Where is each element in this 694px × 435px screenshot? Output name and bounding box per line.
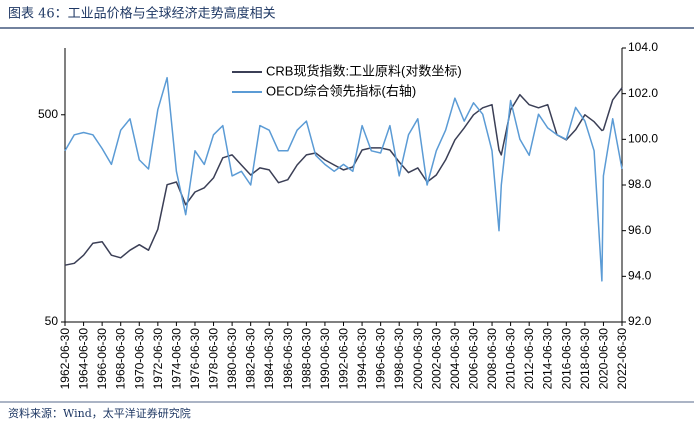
y2-tick-label: 100.0 [628, 132, 658, 146]
source: 资料来源：Wind，太平洋证券研究院 [8, 406, 191, 420]
chart-title: 图表 46：工业品价格与全球经济走势高度相关 [8, 6, 276, 22]
x-tick-label: 1976-06-30 [188, 328, 202, 390]
y2-tick-label: 92.0 [628, 314, 652, 328]
x-tick-label: 2006-06-30 [466, 328, 480, 390]
x-tick-label: 2008-06-30 [485, 328, 499, 390]
x-tick-label: 1990-06-30 [318, 328, 332, 390]
x-tick-label: 2018-06-30 [578, 328, 592, 390]
x-tick-label: 1968-06-30 [114, 328, 128, 390]
series-line [64, 87, 623, 266]
x-tick-label: 1994-06-30 [355, 328, 369, 390]
y2-tick-label: 102.0 [628, 86, 658, 100]
y2-tick-label: 98.0 [628, 177, 652, 191]
x-tick-label: 2020-06-30 [596, 328, 610, 390]
x-tick-label: 1992-06-30 [337, 328, 351, 390]
legend-label: CRB现货指数:工业原料(对数坐标) [266, 63, 462, 78]
x-tick-label: 1966-06-30 [95, 328, 109, 390]
x-tick-label: 2016-06-30 [559, 328, 573, 390]
x-tick-label: 1986-06-30 [281, 328, 295, 390]
y2-tick-label: 96.0 [628, 223, 652, 237]
x-tick-label: 1970-06-30 [132, 328, 146, 390]
x-tick-label: 2022-06-30 [615, 328, 629, 390]
y2-tick-label: 104.0 [628, 40, 658, 54]
x-tick-label: 2010-06-30 [504, 328, 518, 390]
x-tick-label: 2004-06-30 [448, 328, 462, 390]
x-tick-label: 1974-06-30 [169, 328, 183, 390]
x-tick-label: 2002-06-30 [429, 328, 443, 390]
x-tick-label: 2000-06-30 [411, 328, 425, 390]
series-line [64, 76, 623, 282]
x-tick-label: 1996-06-30 [374, 328, 388, 390]
x-tick-label: 2012-06-30 [522, 328, 536, 390]
x-tick-label: 2014-06-30 [541, 328, 555, 390]
x-tick-label: 1984-06-30 [262, 328, 276, 390]
y-tick-label: 50 [45, 314, 59, 328]
x-tick-label: 1962-06-30 [58, 328, 72, 390]
x-tick-label: 1988-06-30 [299, 328, 313, 390]
x-tick-label: 1964-06-30 [77, 328, 91, 390]
x-tick-label: 1998-06-30 [392, 328, 406, 390]
x-tick-label: 1978-06-30 [207, 328, 221, 390]
x-tick-label: 1982-06-30 [244, 328, 258, 390]
y-tick-label: 500 [38, 107, 58, 121]
legend-label: OECD综合领先指标(右轴) [266, 83, 416, 98]
x-tick-label: 1972-06-30 [151, 328, 165, 390]
y2-tick-label: 94.0 [628, 269, 652, 283]
x-tick-label: 1980-06-30 [225, 328, 239, 390]
